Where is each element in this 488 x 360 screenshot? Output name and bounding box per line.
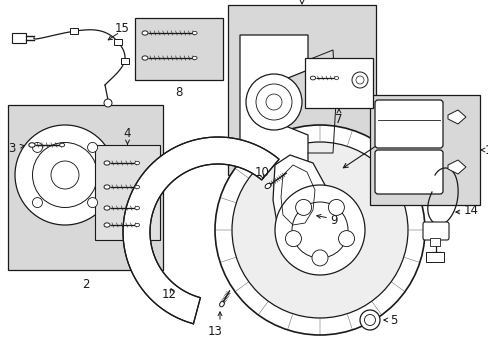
Bar [69,28,78,34]
Text: 3: 3 [8,141,15,154]
Text: 2: 2 [81,278,89,291]
Ellipse shape [135,185,139,189]
Ellipse shape [142,56,148,60]
Text: 15: 15 [115,22,130,35]
Polygon shape [447,110,465,124]
Text: 4: 4 [123,127,131,140]
Bar [121,58,128,64]
Circle shape [231,142,407,318]
Circle shape [285,231,301,247]
Circle shape [338,231,354,247]
Bar [227,5,375,175]
Ellipse shape [334,77,338,80]
Ellipse shape [29,143,35,147]
Bar [113,39,122,45]
Circle shape [15,125,115,225]
Circle shape [104,99,112,107]
Ellipse shape [142,31,148,35]
Circle shape [215,125,424,335]
Text: 7: 7 [335,113,342,126]
Ellipse shape [104,185,110,189]
FancyBboxPatch shape [422,222,448,240]
FancyBboxPatch shape [374,150,442,194]
Ellipse shape [192,31,197,35]
Ellipse shape [135,223,139,227]
Ellipse shape [104,223,110,227]
Text: 10: 10 [254,166,269,179]
Circle shape [328,199,344,215]
Text: 1: 1 [387,124,395,137]
Bar [12,33,26,43]
Text: 12: 12 [162,288,177,302]
Polygon shape [447,160,465,174]
Circle shape [51,161,79,189]
Circle shape [274,185,364,275]
Polygon shape [240,35,307,165]
Bar [369,95,479,205]
Ellipse shape [104,206,110,210]
Text: 5: 5 [389,314,397,327]
Text: 9: 9 [329,213,337,226]
Ellipse shape [264,183,270,189]
Ellipse shape [135,161,139,165]
Ellipse shape [60,143,64,147]
Ellipse shape [310,76,315,80]
Circle shape [245,74,302,130]
Bar [135,18,223,80]
Circle shape [87,143,98,152]
Bar [8,105,163,270]
Circle shape [291,202,347,258]
Circle shape [364,315,375,325]
Ellipse shape [104,161,110,165]
Circle shape [32,198,42,208]
Circle shape [311,250,327,266]
Circle shape [295,199,311,215]
Circle shape [359,310,379,330]
Bar [95,145,160,240]
Circle shape [355,76,363,84]
Text: 11: 11 [484,144,488,157]
Ellipse shape [192,56,197,60]
Text: 13: 13 [207,325,222,338]
Circle shape [32,143,97,207]
Circle shape [256,84,291,120]
Polygon shape [123,137,279,324]
Ellipse shape [219,301,224,307]
Polygon shape [272,155,325,235]
Text: 14: 14 [463,203,478,216]
Circle shape [351,72,367,88]
Bar [429,238,439,246]
Bar [425,252,443,262]
Text: 8: 8 [175,86,183,99]
Bar [305,58,372,108]
Ellipse shape [135,206,139,210]
Circle shape [265,94,282,110]
FancyBboxPatch shape [374,100,442,148]
Circle shape [87,198,98,208]
Circle shape [32,143,42,152]
